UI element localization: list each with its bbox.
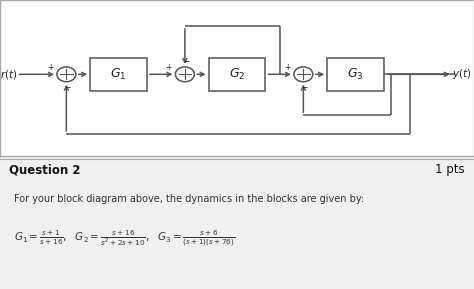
Text: +: + [166,64,172,73]
Text: $G_1 = \frac{s+1}{s+16},\ \ G_2 = \frac{s+16}{s^2+2s+10},\ \ G_3 = \frac{s+6}{(s: $G_1 = \frac{s+1}{s+16},\ \ G_2 = \frac{… [14,229,236,249]
Text: $G_2$: $G_2$ [229,67,245,82]
Text: −: − [64,83,71,92]
Circle shape [175,67,194,82]
Circle shape [57,67,76,82]
Circle shape [294,67,313,82]
Bar [209,58,265,91]
Text: −: − [301,83,308,92]
Text: Question 2: Question 2 [9,163,81,176]
Text: For your block diagram above, the dynamics in the blocks are given by:: For your block diagram above, the dynami… [14,194,365,204]
Text: $G_3$: $G_3$ [347,67,364,82]
Bar [90,58,147,91]
Bar [327,58,384,91]
Text: +: + [284,64,291,73]
Text: 1 pts: 1 pts [435,163,465,176]
Text: $r(t)$: $r(t)$ [0,68,17,81]
Text: −: − [183,57,190,66]
Text: +: + [47,64,54,73]
Text: $G_1$: $G_1$ [110,67,127,82]
Text: $y(t)$: $y(t)$ [452,67,472,81]
